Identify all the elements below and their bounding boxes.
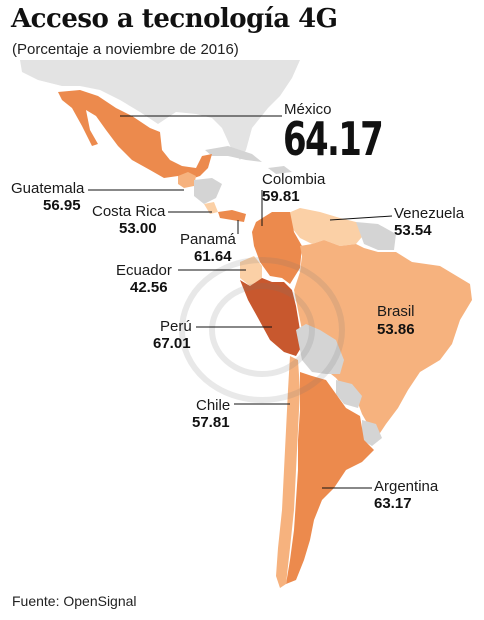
country-label-peru: Perú	[160, 318, 192, 335]
country-label-brasil: Brasil	[377, 303, 415, 320]
country-label-panama: Panamá	[180, 231, 236, 248]
country-value-panama: 61.64	[194, 248, 232, 265]
hispaniola-land	[268, 166, 292, 174]
peru-region	[240, 278, 302, 356]
paraguay-nodata	[336, 380, 362, 408]
argentina-region	[286, 372, 374, 584]
country-label-ecuador: Ecuador	[116, 262, 172, 279]
country-value-peru: 67.01	[153, 335, 191, 352]
leader-venezuela	[329, 215, 393, 221]
country-value-costa-rica: 53.00	[119, 220, 157, 237]
country-label-chile: Chile	[196, 397, 231, 414]
country-value-venezuela: 53.54	[394, 222, 432, 239]
country-value-guatemala: 56.95	[43, 197, 81, 214]
country-label-argentina: Argentina	[374, 478, 439, 495]
colombia-region	[252, 212, 302, 284]
chile-region	[276, 356, 300, 588]
venezuela-region	[286, 208, 366, 246]
guyanas-nodata	[356, 222, 396, 250]
costa-rica-region	[204, 202, 218, 214]
country-value-argentina: 63.17	[374, 495, 412, 512]
map-subtitle: (Porcentaje a noviembre de 2016)	[12, 41, 239, 58]
country-value-brasil: 53.86	[377, 321, 415, 338]
map-title: Acceso a tecnología 4G	[11, 4, 338, 34]
country-label-costa-rica: Costa Rica	[92, 203, 166, 220]
source-note: Fuente: OpenSignal	[12, 593, 137, 609]
usa-land	[20, 60, 300, 160]
country-label-mexico: México	[284, 101, 332, 118]
guatemala-region	[178, 172, 196, 188]
country-value-chile: 57.81	[192, 414, 230, 431]
country-value-ecuador: 42.56	[130, 279, 168, 296]
country-value-mexico: 64.17	[283, 112, 384, 166]
country-label-colombia: Colombia	[262, 171, 326, 188]
panama-region	[218, 210, 246, 222]
bolivia-nodata	[296, 324, 344, 374]
country-label-venezuela: Venezuela	[394, 205, 465, 222]
country-value-colombia: 59.81	[262, 188, 300, 205]
brazil-region	[294, 240, 472, 436]
ecuador-region	[240, 256, 262, 286]
cuba-land	[205, 146, 262, 162]
country-label-guatemala: Guatemala	[11, 180, 85, 197]
emblem-watermark	[179, 257, 345, 403]
leader-lines	[88, 115, 393, 489]
mexico-region	[58, 90, 212, 180]
uruguay-nodata	[362, 420, 382, 446]
central-america-nodata	[194, 178, 222, 204]
